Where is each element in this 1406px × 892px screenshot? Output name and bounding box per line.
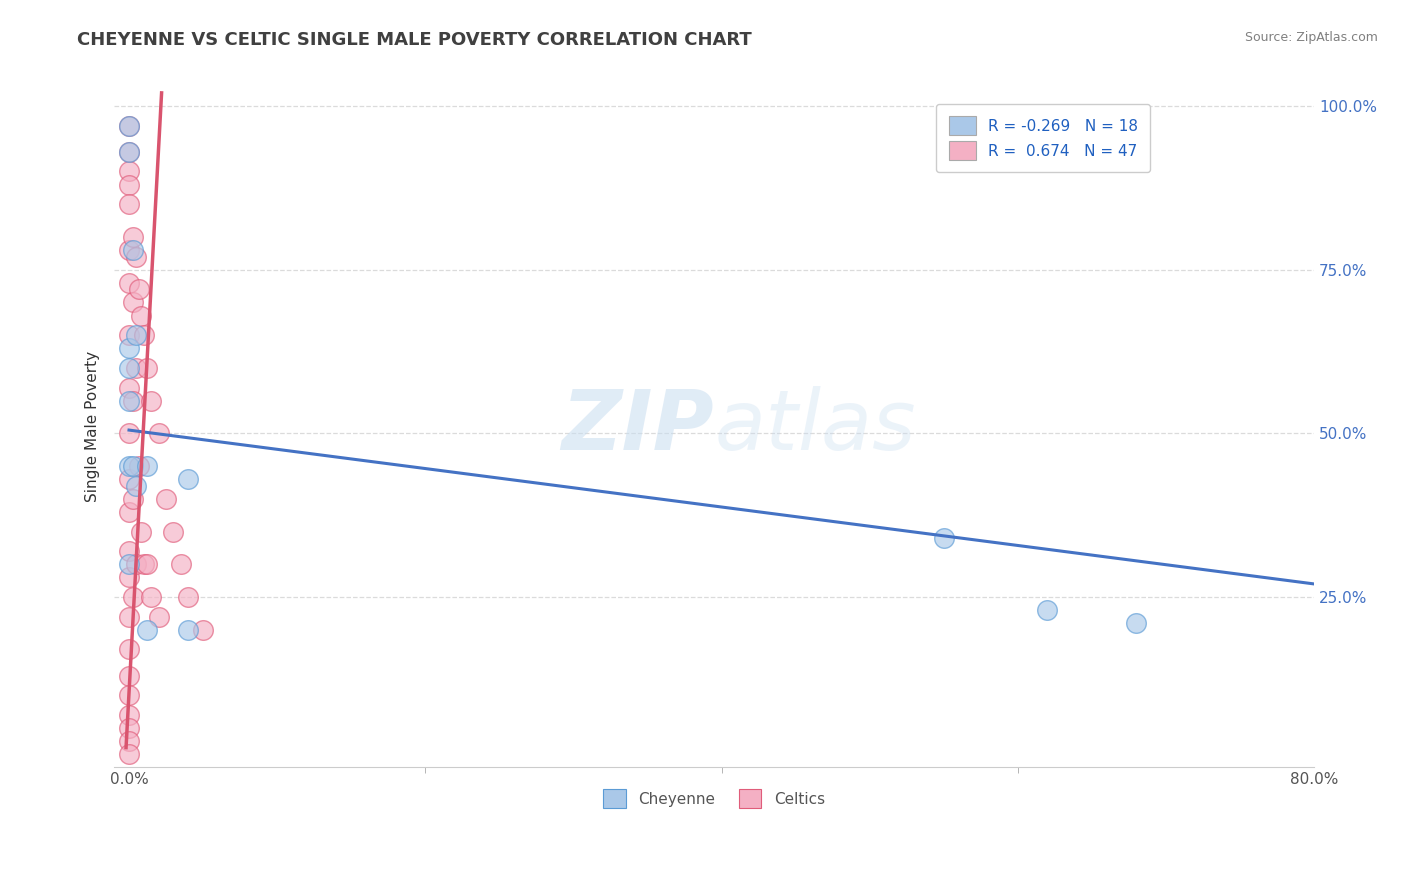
Point — [118, 609, 141, 624]
Point — [129, 309, 152, 323]
Point — [118, 145, 141, 159]
Legend: Cheyenne, Celtics: Cheyenne, Celtics — [598, 783, 831, 814]
Point — [135, 360, 157, 375]
Point — [118, 426, 141, 441]
Point — [118, 276, 141, 290]
Point — [118, 380, 141, 394]
Point — [118, 734, 141, 748]
Point — [122, 491, 145, 506]
Point — [118, 668, 141, 682]
Point — [118, 145, 141, 159]
Point — [122, 295, 145, 310]
Point — [128, 459, 150, 474]
Point — [162, 524, 184, 539]
Point — [118, 570, 141, 584]
Point — [118, 243, 141, 257]
Point — [125, 558, 148, 572]
Point — [118, 747, 141, 761]
Point — [118, 178, 141, 192]
Point — [118, 164, 141, 178]
Point — [170, 558, 193, 572]
Point — [132, 328, 155, 343]
Point — [118, 558, 141, 572]
Point — [141, 590, 163, 604]
Point — [122, 393, 145, 408]
Point — [118, 459, 141, 474]
Point — [118, 688, 141, 702]
Point — [191, 623, 214, 637]
Point — [129, 524, 152, 539]
Point — [128, 282, 150, 296]
Point — [122, 590, 145, 604]
Point — [125, 479, 148, 493]
Point — [118, 328, 141, 343]
Point — [118, 119, 141, 133]
Point — [125, 360, 148, 375]
Point — [118, 360, 141, 375]
Point — [122, 230, 145, 244]
Point — [118, 341, 141, 355]
Point — [177, 472, 200, 486]
Point — [148, 609, 170, 624]
Point — [118, 707, 141, 722]
Point — [118, 197, 141, 211]
Point — [122, 243, 145, 257]
Point — [118, 721, 141, 735]
Point — [118, 544, 141, 558]
Point — [118, 393, 141, 408]
Point — [132, 558, 155, 572]
Text: Source: ZipAtlas.com: Source: ZipAtlas.com — [1244, 31, 1378, 45]
Point — [177, 623, 200, 637]
Text: ZIP: ZIP — [561, 386, 714, 467]
Point — [135, 459, 157, 474]
Point — [118, 472, 141, 486]
Point — [118, 119, 141, 133]
Text: atlas: atlas — [714, 386, 915, 467]
Point — [122, 459, 145, 474]
Point — [118, 505, 141, 519]
Point — [125, 250, 148, 264]
Point — [118, 642, 141, 657]
Point — [135, 623, 157, 637]
Y-axis label: Single Male Poverty: Single Male Poverty — [86, 351, 100, 502]
Text: CHEYENNE VS CELTIC SINGLE MALE POVERTY CORRELATION CHART: CHEYENNE VS CELTIC SINGLE MALE POVERTY C… — [77, 31, 752, 49]
Point — [141, 393, 163, 408]
Point — [155, 491, 177, 506]
Point — [177, 590, 200, 604]
Point — [1036, 603, 1059, 617]
Point — [932, 531, 955, 545]
Point — [1125, 616, 1147, 631]
Point — [148, 426, 170, 441]
Point — [125, 328, 148, 343]
Point — [135, 558, 157, 572]
